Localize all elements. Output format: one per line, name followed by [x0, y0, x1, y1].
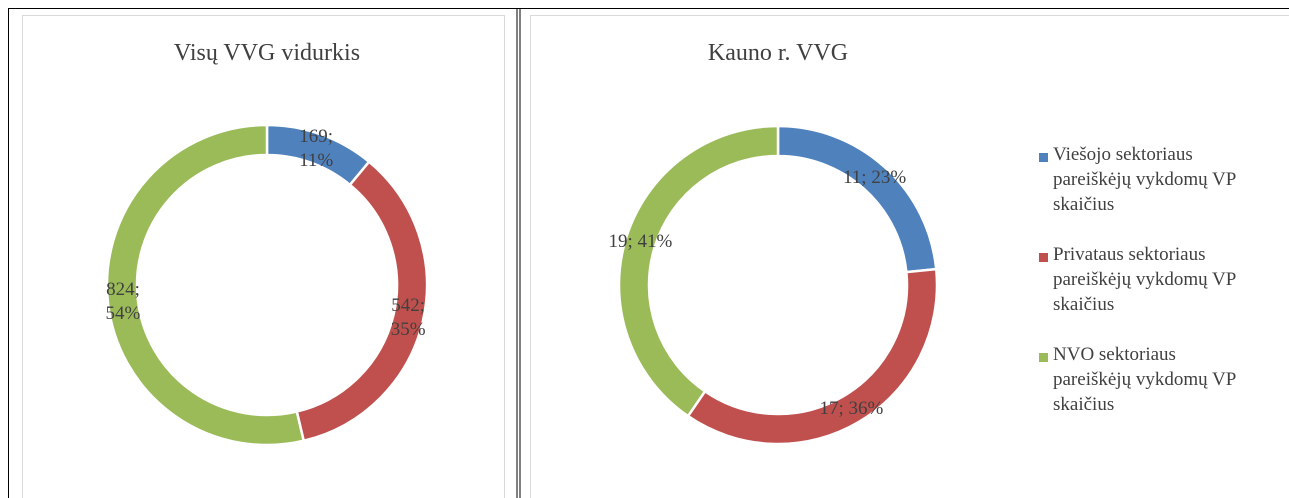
- frame: [8, 8, 1289, 498]
- chart-title: Visų VVG vidurkis: [174, 40, 360, 66]
- data-label: 11; 23%: [843, 167, 907, 189]
- legend-swatch: [1039, 153, 1048, 162]
- legend-label: NVO sektoriaus pareiškėjų vykdomų VP ska…: [1053, 344, 1236, 415]
- legend-label-box: NVO sektoriaus pareiškėjų vykdomų VP ska…: [1053, 344, 1236, 415]
- data-label-box: 542; 35%: [390, 295, 426, 341]
- data-label: 169; 11%: [299, 125, 334, 171]
- legend-swatch: [1039, 353, 1048, 362]
- data-label-box: 17; 36%: [819, 397, 884, 419]
- chart-title: Kauno r. VVG: [708, 40, 848, 66]
- legend-swatch: [1039, 253, 1048, 262]
- data-label: 824; 54%: [105, 278, 141, 324]
- legend-label-box: Viešojo sektoriaus pareiškėjų vykdomų VP…: [1053, 144, 1236, 215]
- data-label-box: 169; 11%: [299, 125, 334, 171]
- data-label-box: 11; 23%: [843, 167, 907, 189]
- legend-label: Viešojo sektoriaus pareiškėjų vykdomų VP…: [1053, 144, 1236, 215]
- data-label-box: 19; 41%: [608, 231, 673, 253]
- data-label-box: 824; 54%: [105, 278, 141, 324]
- legend-label: Privataus sektoriaus pareiškėjų vykdomų …: [1053, 244, 1236, 315]
- donut-slice: [105, 123, 306, 447]
- data-label: 542; 35%: [390, 295, 426, 341]
- data-label: 17; 36%: [819, 397, 884, 419]
- legend-label-box: Privataus sektoriaus pareiškėjų vykdomų …: [1053, 244, 1236, 315]
- data-label: 19; 41%: [608, 231, 673, 253]
- donut-slice: [617, 124, 780, 418]
